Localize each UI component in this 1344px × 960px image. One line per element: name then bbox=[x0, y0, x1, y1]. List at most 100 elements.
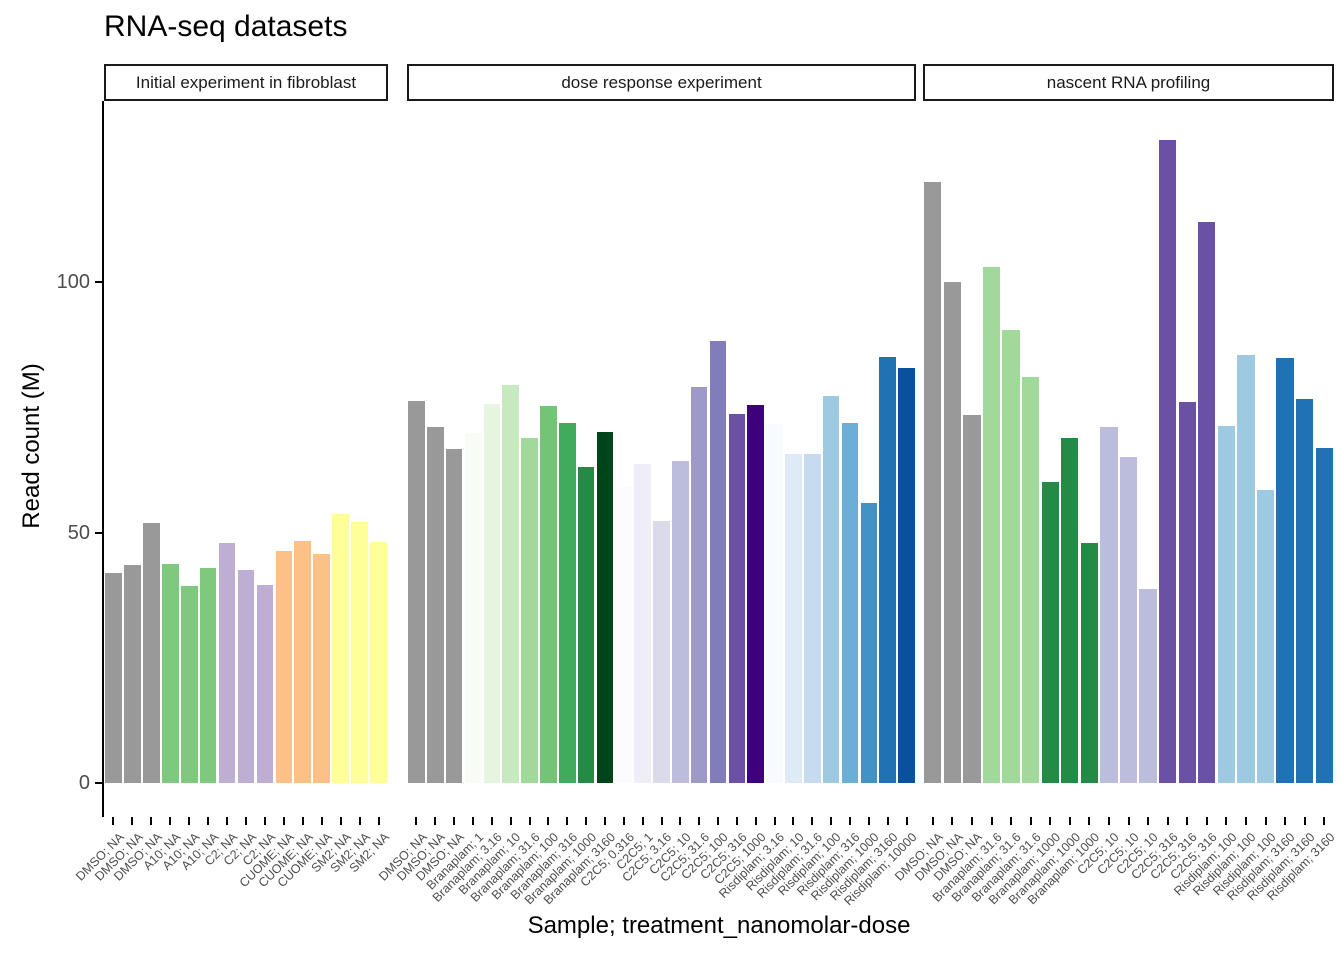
bar bbox=[502, 385, 519, 783]
bar bbox=[199, 568, 217, 783]
x-axis-tick bbox=[1010, 817, 1013, 825]
bar bbox=[785, 454, 802, 783]
x-axis-tick bbox=[415, 817, 418, 825]
x-axis-tick bbox=[622, 817, 625, 825]
facet-strip: Initial experiment in fibroblast bbox=[104, 64, 388, 101]
bar bbox=[180, 585, 198, 783]
x-axis-tick bbox=[1264, 817, 1267, 825]
x-axis-tick bbox=[754, 817, 757, 825]
x-axis-tick bbox=[1147, 817, 1150, 825]
x-axis-tick bbox=[150, 817, 153, 825]
bar bbox=[558, 423, 576, 783]
x-axis-tick bbox=[585, 817, 588, 825]
x-axis-tick bbox=[679, 817, 682, 825]
bar bbox=[1237, 355, 1255, 783]
x-axis-tick bbox=[1205, 817, 1208, 825]
bar bbox=[1022, 377, 1040, 783]
facet-strip-label: nascent RNA profiling bbox=[1046, 72, 1211, 92]
plot-title: RNA-seq datasets bbox=[104, 10, 348, 43]
x-axis-tick bbox=[471, 817, 474, 825]
y-tick-label: 0 bbox=[78, 772, 90, 794]
x-axis-tick bbox=[453, 817, 456, 825]
bar bbox=[982, 266, 1001, 783]
facet-strip: nascent RNA profiling bbox=[923, 64, 1334, 101]
x-axis-tick bbox=[377, 817, 380, 825]
x-axis-tick bbox=[1088, 817, 1091, 825]
bar bbox=[1276, 357, 1294, 783]
x-axis-tick bbox=[1068, 817, 1071, 825]
bar bbox=[1139, 589, 1157, 783]
bar bbox=[822, 396, 840, 783]
bar bbox=[653, 520, 670, 783]
x-axis-tick bbox=[603, 817, 606, 825]
bar bbox=[766, 424, 783, 783]
x-axis-tick bbox=[245, 817, 247, 825]
x-axis-tick bbox=[1323, 817, 1326, 825]
x-axis-tick bbox=[320, 817, 323, 825]
bar bbox=[1296, 399, 1314, 783]
x-axis-tick bbox=[566, 817, 569, 825]
bar bbox=[596, 431, 614, 783]
y-axis-tick bbox=[95, 782, 103, 784]
facet-strip-label: dose response experiment bbox=[561, 72, 762, 92]
x-axis-tick bbox=[849, 817, 852, 825]
x-axis-tick bbox=[131, 817, 134, 825]
bar bbox=[408, 401, 425, 783]
x-axis-tick bbox=[263, 817, 266, 825]
bar bbox=[237, 570, 255, 783]
bar bbox=[256, 585, 274, 783]
bar bbox=[1256, 489, 1275, 783]
x-axis-tick bbox=[1166, 817, 1169, 825]
bar bbox=[860, 502, 878, 783]
x-axis-tick bbox=[773, 817, 776, 825]
bar bbox=[690, 386, 708, 783]
x-axis-tick bbox=[207, 817, 210, 825]
bar bbox=[924, 181, 942, 783]
x-axis-tick bbox=[1303, 817, 1306, 825]
bar bbox=[294, 541, 312, 783]
bar bbox=[615, 486, 633, 783]
x-axis-title: Sample; treatment_nanomolar-dose bbox=[527, 912, 911, 939]
bar bbox=[370, 542, 387, 783]
x-axis-tick bbox=[547, 817, 550, 825]
y-axis-tick bbox=[95, 531, 103, 534]
bar bbox=[1217, 425, 1235, 783]
bar bbox=[161, 564, 179, 783]
bar bbox=[445, 449, 463, 783]
x-axis-tick bbox=[698, 817, 701, 825]
bar bbox=[483, 403, 501, 783]
bar bbox=[105, 572, 122, 783]
bar bbox=[577, 467, 595, 783]
y-tick-label: 50 bbox=[67, 521, 90, 544]
x-axis-tick bbox=[1127, 817, 1130, 825]
bar bbox=[841, 422, 859, 783]
bar bbox=[804, 454, 821, 783]
x-axis-tick bbox=[1029, 817, 1032, 825]
bar bbox=[1119, 456, 1138, 783]
x-axis-tick bbox=[169, 817, 172, 825]
bar bbox=[426, 427, 444, 783]
bar bbox=[143, 523, 160, 783]
bar bbox=[943, 282, 961, 783]
bar bbox=[1315, 447, 1333, 783]
bar bbox=[1041, 481, 1059, 783]
x-axis-tick bbox=[490, 817, 493, 825]
x-axis-tick bbox=[434, 817, 437, 825]
bar bbox=[1002, 330, 1020, 783]
x-axis-tick bbox=[990, 817, 993, 825]
bar bbox=[464, 433, 482, 783]
bar bbox=[672, 461, 689, 783]
x-axis-tick bbox=[811, 817, 814, 825]
bar bbox=[540, 406, 557, 783]
bar bbox=[351, 522, 368, 783]
bar bbox=[1178, 402, 1196, 783]
y-axis-title: Read count (M) bbox=[18, 363, 45, 529]
x-axis-tick bbox=[660, 817, 663, 825]
bar bbox=[218, 543, 236, 783]
x-axis-tick bbox=[528, 817, 531, 825]
facet-strip-label: Initial experiment in fibroblast bbox=[135, 72, 357, 92]
x-axis-tick bbox=[282, 817, 285, 825]
x-axis-tick bbox=[1107, 817, 1110, 825]
bar bbox=[313, 554, 331, 783]
